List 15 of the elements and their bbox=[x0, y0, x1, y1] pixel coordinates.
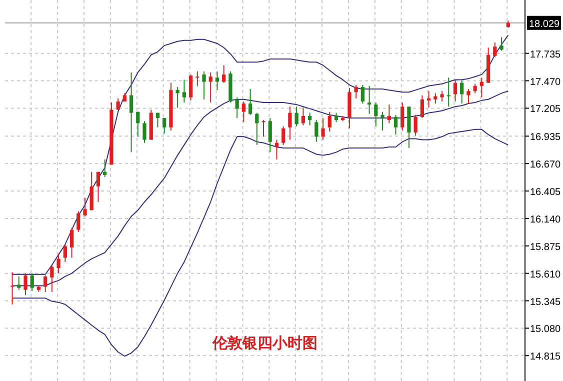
y-tick-label: 17.735 bbox=[530, 49, 562, 60]
y-tick-label: 17.470 bbox=[530, 76, 562, 88]
y-tick-label: 15.345 bbox=[530, 296, 562, 308]
line-series bbox=[12, 128, 509, 357]
y-tick-label: 16.935 bbox=[530, 132, 562, 144]
ref-line-label: 18.029 bbox=[529, 18, 560, 30]
y-tick-label: 16.670 bbox=[530, 160, 562, 171]
y-tick-label: 15.610 bbox=[530, 269, 562, 280]
y-tick-label: 15.875 bbox=[530, 242, 562, 253]
y-tick-label: 14.815 bbox=[530, 352, 562, 363]
y-tick-label: 15.080 bbox=[530, 324, 562, 336]
y-tick-label: 16.140 bbox=[530, 214, 562, 226]
y-tick-label: 17.205 bbox=[530, 104, 562, 116]
y-tick-label: 16.405 bbox=[530, 187, 562, 198]
text: 伦敦银四小时图 bbox=[212, 334, 318, 352]
